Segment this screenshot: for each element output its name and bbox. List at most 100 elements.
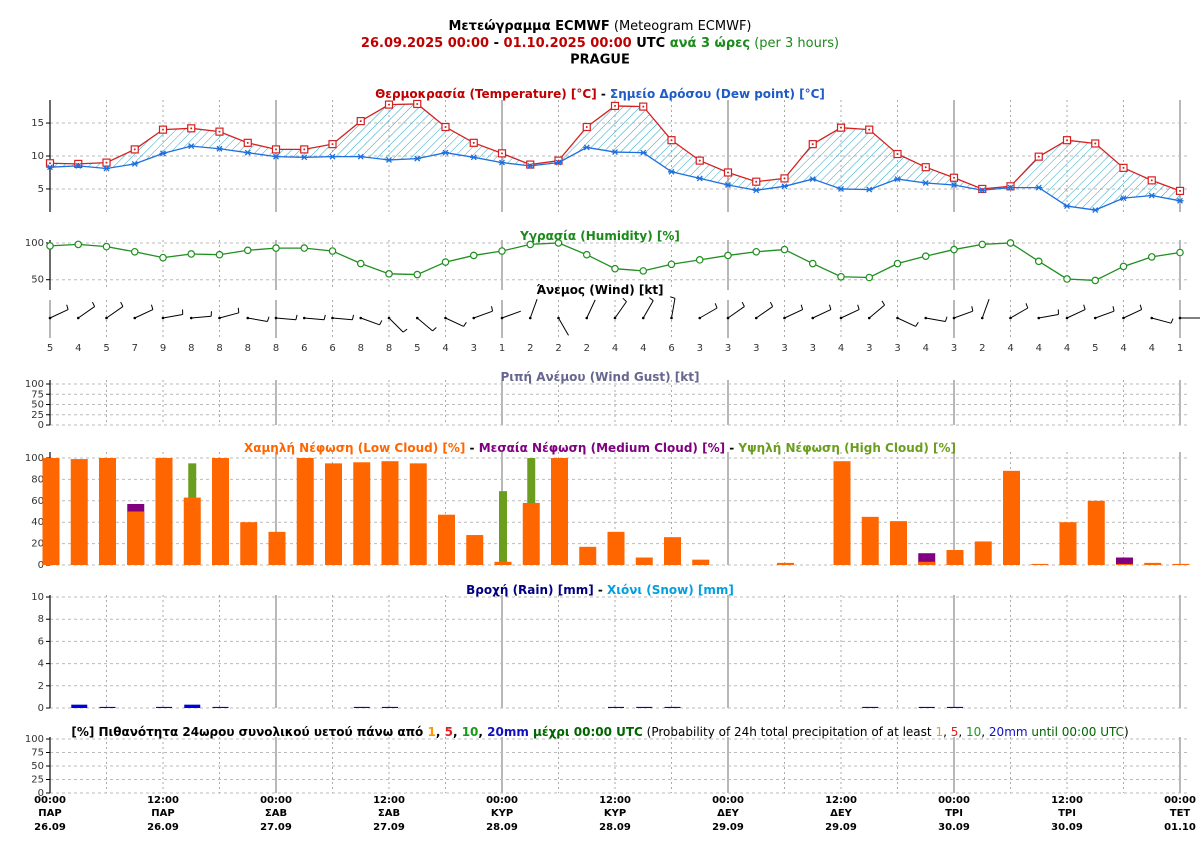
wind-barb	[981, 299, 990, 319]
wind-feather	[944, 316, 948, 322]
title-segment: Μετεώγραμμα ECMWF	[448, 19, 609, 34]
wind-station	[613, 316, 617, 320]
marker	[498, 247, 506, 255]
marker-dot	[246, 141, 249, 144]
y-tick-label: 0	[38, 703, 44, 714]
y-tick-label: 15	[31, 118, 44, 129]
wind-feather	[800, 304, 804, 310]
title-text: Χαμηλή Νέφωση (Low Cloud) [%] - Μεσαία Ν…	[244, 441, 956, 455]
bar	[381, 461, 399, 565]
marker	[781, 183, 788, 190]
y-tick-label: 0	[38, 420, 44, 431]
wind-barb	[162, 314, 183, 319]
marker	[329, 153, 336, 160]
marker-dot	[77, 162, 80, 165]
wind-feather	[828, 304, 832, 310]
wind-feather	[769, 301, 774, 307]
title-segment: 20mm	[487, 725, 529, 739]
y-tick-label: 50	[31, 400, 44, 411]
marker	[837, 185, 845, 192]
wind-barb	[1010, 307, 1029, 319]
y-tick-label: 20	[31, 539, 44, 550]
marker	[74, 162, 82, 169]
marker	[46, 242, 54, 250]
y-tick-label: 80	[31, 474, 44, 485]
wind-barb	[247, 317, 268, 322]
wind-speed-label: 8	[386, 343, 392, 354]
bar	[70, 459, 88, 565]
marker	[1091, 276, 1100, 285]
title-segment: -	[725, 441, 738, 455]
marker	[950, 245, 958, 254]
wind-speed-label: 3	[810, 343, 816, 354]
x-date: 27.09	[373, 822, 405, 833]
x-time: 00:00	[1164, 795, 1196, 806]
bar	[240, 522, 258, 565]
wind-barb	[953, 310, 973, 319]
wind-feather	[670, 296, 676, 299]
bar	[127, 511, 145, 565]
bar	[664, 706, 681, 708]
x-time: 12:00	[825, 795, 857, 806]
wind-station	[641, 316, 645, 320]
y-tick-label: 60	[31, 496, 44, 507]
wind-station	[161, 316, 165, 320]
marker-dot	[896, 153, 899, 156]
wind-station	[105, 316, 108, 320]
x-time: 00:00	[938, 795, 970, 806]
wind-barb	[191, 315, 212, 319]
marker	[216, 145, 223, 152]
x-day: ΣΑΒ	[378, 808, 400, 819]
marker	[272, 244, 280, 252]
bar	[833, 461, 851, 565]
wind-station	[1093, 316, 1097, 320]
wind-feather	[915, 321, 919, 327]
wind-barb	[416, 317, 433, 332]
wind-station	[867, 316, 871, 320]
wind-barb	[671, 298, 676, 319]
wind-barb	[1151, 317, 1172, 324]
bar	[99, 706, 116, 708]
marker-dot	[275, 148, 277, 151]
x-date: 29.09	[712, 822, 744, 833]
bar	[890, 521, 907, 565]
marker	[244, 149, 252, 156]
marker	[639, 267, 648, 275]
marker	[243, 246, 252, 255]
wind-speed-label: 3	[471, 343, 477, 354]
wind-barb	[77, 306, 95, 319]
marker	[611, 264, 619, 273]
wind-barb	[388, 317, 404, 333]
marker	[582, 250, 591, 259]
title-text: [%] Πιθανότητα 24ωρου συνολικού υετού πά…	[71, 725, 1128, 739]
marker	[639, 149, 647, 156]
wind-feather	[432, 327, 437, 332]
y-tick-label: 0	[38, 560, 44, 571]
wind-feather	[714, 303, 718, 309]
marker	[922, 180, 930, 186]
y-tick-label: 50	[31, 275, 44, 286]
title-segment: 1	[427, 725, 435, 739]
wind-station	[754, 316, 758, 320]
title-text: Θερμοκρασία (Temperature) [°C] - Σημείο …	[375, 87, 825, 101]
wind-speed-label: 4	[1149, 343, 1155, 354]
marker	[272, 153, 280, 160]
title-segment: Άνεμος (Wind) [kt]	[536, 283, 663, 297]
bar	[268, 531, 286, 565]
marker	[865, 273, 874, 282]
wind-station	[585, 316, 589, 320]
wind-barb	[360, 317, 380, 326]
wind-speed-label: 3	[697, 343, 703, 354]
marker	[1007, 184, 1014, 191]
title-text: Μετεώγραμμα ECMWF (Meteogram ECMWF)	[448, 19, 751, 34]
wind-station	[218, 316, 221, 320]
wind-speed-label: 4	[1036, 343, 1042, 354]
title-segment: ,	[943, 725, 951, 739]
hatch-area	[50, 103, 1180, 211]
wind-barb	[501, 310, 521, 319]
marker	[328, 247, 337, 255]
y-tick-label: 10	[31, 592, 44, 603]
wind-feather	[351, 314, 355, 320]
wind-barb	[1095, 310, 1115, 319]
title-segment: ανά 3 ώρες	[670, 36, 750, 51]
